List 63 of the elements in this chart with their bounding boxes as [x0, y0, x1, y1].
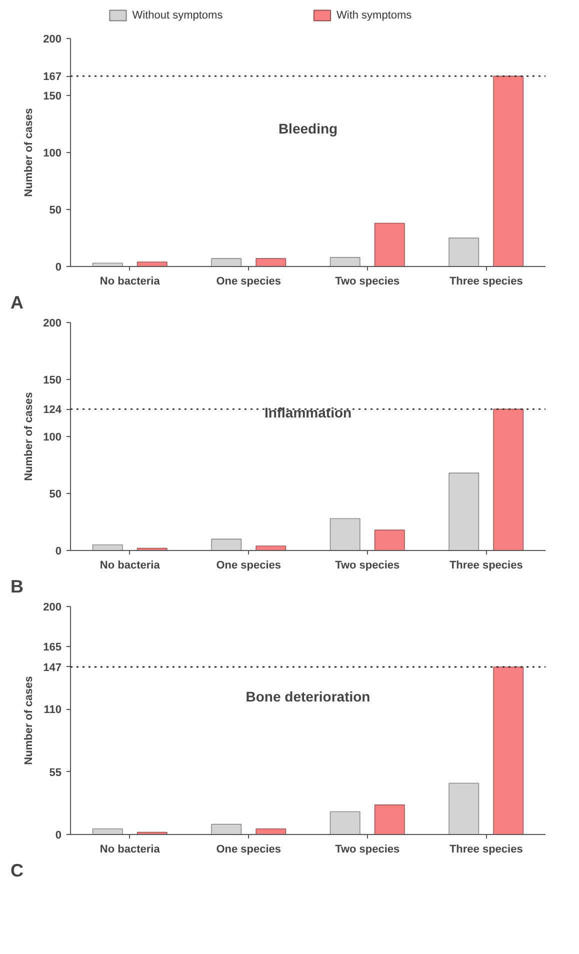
bar — [256, 258, 286, 266]
y-tick-label: 200 — [43, 34, 62, 46]
bar — [211, 824, 242, 834]
y-tick-label: 124 — [43, 404, 62, 416]
x-tick-label: No bacteria — [100, 560, 161, 572]
x-tick-label: Three species — [449, 276, 523, 288]
y-tick-label: 100 — [43, 432, 62, 444]
bar — [330, 811, 360, 834]
bar — [330, 257, 360, 266]
x-tick-label: One species — [216, 276, 282, 288]
bar — [330, 518, 360, 550]
text: Bone deterioration — [246, 688, 370, 705]
bar — [211, 258, 242, 266]
bar — [374, 804, 405, 834]
y-tick-label: 50 — [49, 488, 62, 500]
text: Bleeding — [278, 120, 338, 137]
bar — [92, 544, 123, 550]
x-tick-label: Two species — [335, 560, 400, 572]
y-tick-label: 150 — [43, 90, 62, 102]
legend-label: Without symptoms — [132, 10, 224, 22]
bar — [92, 262, 123, 266]
y-tick-label: 50 — [49, 204, 62, 216]
bar — [448, 472, 480, 550]
bar — [374, 222, 405, 266]
x-tick-label: Two species — [335, 844, 400, 856]
bar — [136, 262, 168, 266]
y-tick-label: 100 — [43, 148, 62, 160]
x-tick-label: No bacteria — [100, 844, 161, 856]
y-tick-label: 150 — [43, 374, 62, 386]
bar — [92, 828, 123, 834]
bar — [493, 76, 524, 266]
y-axis-title: Number of cases — [23, 108, 36, 197]
y-tick-label: 110 — [44, 704, 62, 716]
text: B — [10, 576, 24, 596]
y-tick-label: 200 — [43, 318, 62, 330]
bar — [211, 538, 242, 550]
y-tick-label: 0 — [55, 546, 62, 558]
y-tick-label: 167 — [43, 71, 62, 84]
y-tick-label: 0 — [55, 830, 62, 842]
x-tick-label: Two species — [335, 276, 400, 288]
bar — [256, 546, 286, 550]
text: Inflammation — [264, 404, 352, 421]
y-tick-label: 55 — [49, 766, 62, 779]
bar — [493, 408, 524, 550]
x-tick-label: No bacteria — [100, 276, 161, 288]
bar — [448, 238, 480, 266]
x-tick-label: Three species — [449, 560, 523, 572]
bar — [493, 666, 524, 834]
x-tick-label: Three species — [449, 844, 523, 856]
y-tick-label: 147 — [43, 662, 62, 674]
text: C — [10, 860, 24, 880]
bar — [448, 782, 480, 834]
bar — [256, 828, 286, 834]
text: A — [10, 292, 24, 312]
y-axis-title: Number of cases — [23, 676, 36, 765]
y-axis-title: Number of cases — [23, 392, 36, 481]
x-tick-label: One species — [216, 560, 282, 572]
legend-label: With symptoms — [336, 10, 412, 22]
bar — [374, 530, 405, 550]
y-tick-label: 200 — [43, 602, 62, 614]
y-tick-label: 0 — [55, 262, 62, 274]
x-tick-label: One species — [216, 844, 282, 856]
y-tick-label: 165 — [43, 641, 62, 654]
